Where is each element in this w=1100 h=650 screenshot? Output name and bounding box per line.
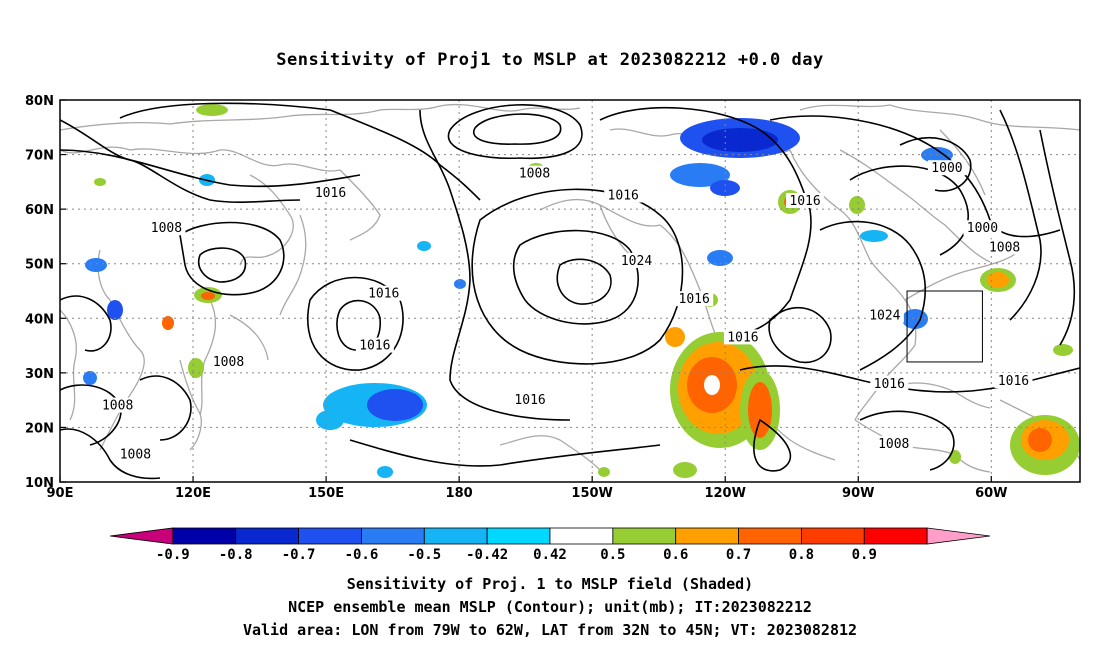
lon-tick-label: 90E [47,486,74,501]
contour-label-bg [617,252,656,268]
colorbar-segment [298,527,362,545]
contour-label-bg [98,397,137,413]
contour-label-bg [927,160,966,176]
colorbar-segment [612,527,677,545]
contour-label-bg [147,220,186,236]
contour-label-bg [604,187,643,203]
colorbar-segment [675,527,739,545]
graticule [60,100,1080,482]
colorbar-segment [549,527,614,545]
contour-label-bg [865,307,904,323]
contour-label-bg [723,329,762,345]
lat-tick-label: 10N [25,476,54,491]
lon-tick-label: 90W [842,486,874,501]
colorbar-label: -0.9 [156,547,190,563]
contour-label: 1016 [998,374,1029,389]
contour-label-bg [994,373,1033,389]
colorbar-segment [486,527,551,545]
colorbar-segment [235,527,299,545]
contour-label: 1016 [368,287,399,302]
lat-tick-label: 20N [25,421,54,436]
contour-label-bg [511,392,550,408]
colorbar: -0.9 -0.8 -0.7 -0.6 -0.5 -0.42 0.42 0.5 0.6 0.7 0.… [109,527,991,563]
colorbar-segment [801,527,865,545]
contour-label: 1000 [931,161,962,176]
colorbar-label: 0.42 [533,547,567,563]
lat-tick-label: 70N [25,149,54,164]
colorbar-segment [109,527,174,545]
lon-tick-label: 120E [175,486,211,501]
contour-label: 1016 [514,393,545,408]
contour-label: 1016 [727,330,758,345]
contour-label: 1016 [608,189,639,204]
colorbar-segment [926,527,991,545]
colorbar-label: -0.6 [345,547,379,563]
caption-line-3: Valid area: LON from 79W to 62W, LAT fro… [242,621,858,639]
contour-label-bg [209,353,248,369]
contour-label: 1016 [679,292,710,307]
contour-label-bg [963,220,1002,236]
lon-tick-label: 150W [571,486,612,501]
contour-label-bg [874,435,913,451]
contour-label: 1016 [789,194,820,209]
coastlines [60,103,1080,473]
lat-tick-label: 80N [25,94,54,109]
map-frame [59,99,1081,483]
lat-tick-label: 30N [25,367,54,382]
colorbar-label: -0.7 [282,547,316,563]
contour-label: 1008 [878,437,909,452]
contour-label: 1016 [315,186,346,201]
contour-label: 1008 [120,448,151,463]
contour-label-bg [985,239,1024,255]
colorbar-label: -0.42 [466,547,508,563]
lon-tick-label: 60W [975,486,1007,501]
colorbar-label: 0.8 [789,547,814,563]
contour-label: 1008 [151,221,182,236]
colorbar-label: 0.7 [726,547,751,563]
colorbar-segment [738,527,802,545]
contour-label: 1000 [967,221,998,236]
lon-tick-label: 150E [308,486,344,501]
colorbar-segment [423,527,488,545]
contour-label: 1008 [102,399,133,414]
colorbar-label: 0.6 [663,547,688,563]
contour-label-bg [786,192,825,208]
contour-label: 1008 [519,167,550,182]
valid-area-box [906,290,983,363]
caption-line-2: NCEP ensemble mean MSLP (Contour); unit(… [288,598,812,616]
colorbar-segment [172,527,237,545]
map-title: Sensitivity of Proj1 to MSLP at 20230822… [276,50,824,70]
colorbar-segment [863,527,928,545]
contour-label: 1016 [359,339,390,354]
caption-line-1: Sensitivity of Proj. 1 to MSLP field (Sh… [346,575,754,593]
contour-label-bg [116,446,155,462]
lat-tick-label: 50N [25,258,54,273]
contour-label-bg [675,291,714,307]
lon-tick-label: 120W [704,486,745,501]
contour-label: 1016 [874,377,905,392]
contour-labels: 1008 1016 1016 1016 1000 1000 1008 1008 1024 1016… [98,160,1033,463]
lat-tick-label: 40N [25,312,54,327]
contour-label: 1008 [213,355,244,370]
contour-label-bg [870,375,909,391]
colorbar-label: -0.8 [219,547,253,563]
lon-tick-label: 180 [446,486,473,501]
contour-label-bg [364,285,403,301]
colorbar-label: 0.9 [852,547,877,563]
contour-label: 1008 [989,240,1020,255]
colorbar-label: -0.5 [407,547,441,563]
colorbar-segment [361,527,425,545]
contour-label-bg [311,184,350,200]
lat-tick-label: 60N [25,203,54,218]
contour-label: 1024 [621,254,652,269]
contour-label-bg [355,337,394,353]
contour-label: 1024 [869,309,900,324]
contour-label-bg [515,165,554,181]
colorbar-label: 0.5 [600,547,625,563]
